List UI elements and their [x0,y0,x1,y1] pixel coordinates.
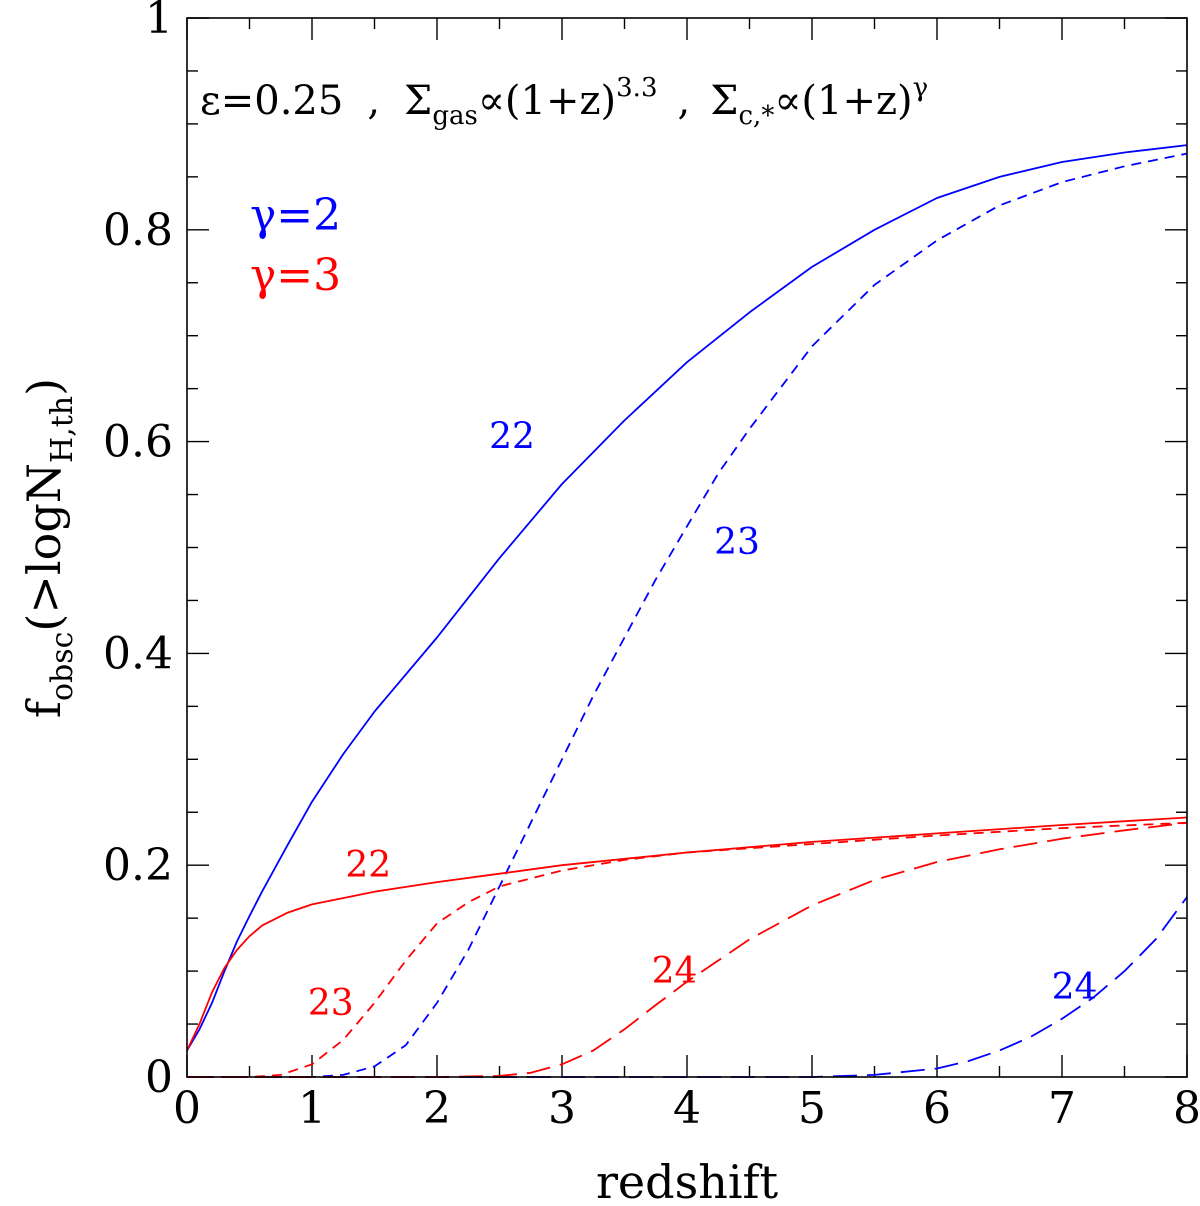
x-tick-label: 5 [798,1083,826,1134]
y-tick-labels: 0 0.2 0.4 0.6 0.8 1 [103,0,173,1103]
series-line-gamma2-23 [187,152,1188,1078]
x-tick-label: 1 [298,1083,326,1134]
curve-label-gamma2-22: 22 [489,416,535,457]
x-tick-label: 2 [423,1083,451,1134]
plot-frame [186,17,1188,1078]
x-tick-label: 8 [1173,1083,1200,1134]
legend-gamma-2: γ=2 [250,190,341,241]
curve-label-gamma3-24: 24 [652,951,698,992]
y-axis-title: fobsc(>logNH,th) [17,378,80,718]
x-tick-label: 6 [923,1083,951,1134]
curve-label-gamma3-23: 23 [308,983,354,1024]
x-tick-label: 0 [173,1083,201,1134]
y-tick-label: 0 [145,1052,173,1103]
series-line-gamma3-22 [186,816,1188,1051]
curve-label-gamma2-23: 23 [714,522,760,563]
curve-label-gamma3-22: 22 [345,845,391,886]
series-line-gamma3-24 [187,821,1188,1078]
x-tick-label: 3 [548,1083,576,1134]
curve-labels: 22 23 24 22 23 24 [308,416,1098,1024]
y-tick-label: 0.6 [103,417,173,468]
series-curves [186,144,1188,1078]
x-tick-label: 4 [673,1083,701,1134]
axis-ticks [186,17,1188,1078]
y-tick-label: 1 [145,0,173,44]
y-tick-label: 0.4 [103,628,173,679]
series-line-gamma2-22 [186,144,1188,1051]
y-tick-label: 0.8 [103,205,173,256]
x-tick-label: 7 [1048,1083,1076,1134]
model-annotation: ε=0.25, Σgas∝(1+z)3.3, Σc,*∝(1+z)γ [200,73,928,131]
series-line-gamma3-23 [187,821,1188,1078]
legend-gamma-3: γ=3 [250,250,341,301]
x-tick-labels: 0 1 2 3 4 5 6 7 8 [173,1083,1200,1134]
y-tick-label: 0.2 [103,840,173,891]
x-axis-title: redshift [596,1155,779,1206]
curve-label-gamma2-24: 24 [1052,967,1098,1008]
